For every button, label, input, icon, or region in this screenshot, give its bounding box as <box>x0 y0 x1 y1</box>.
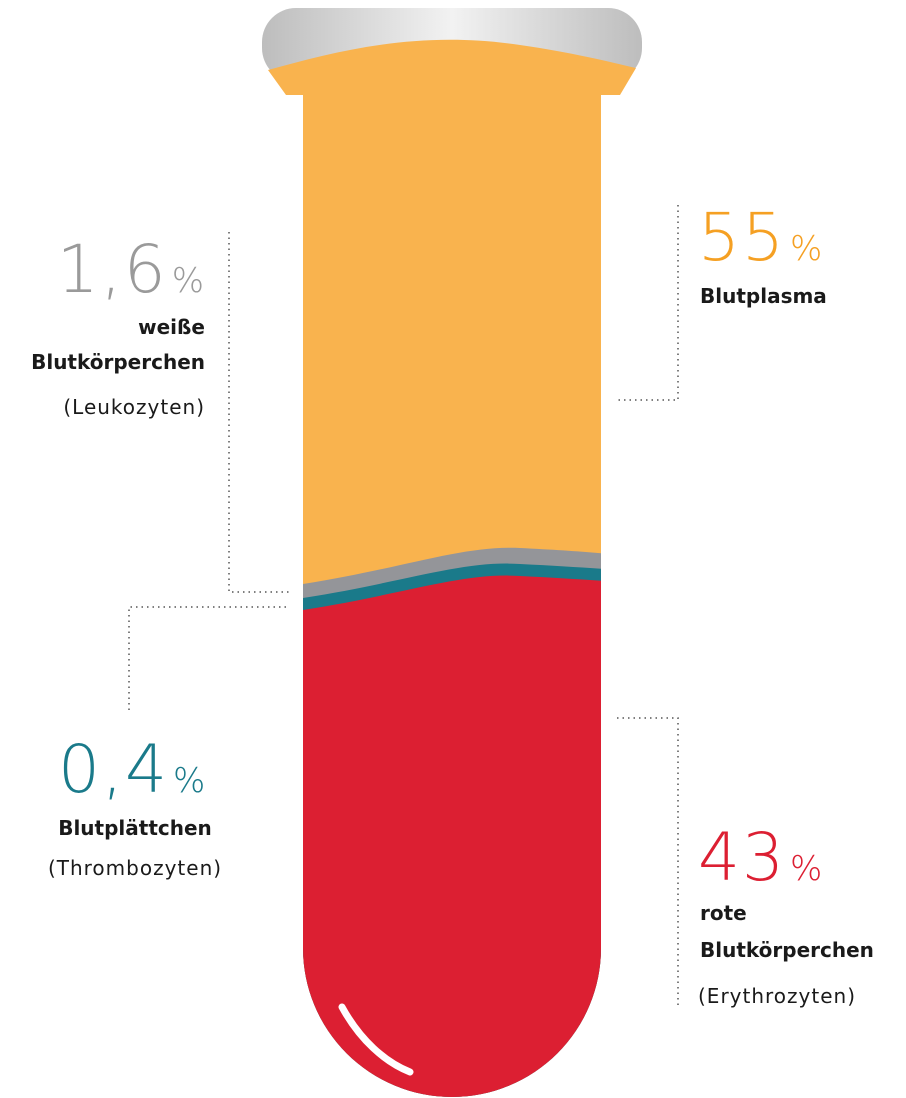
percentage: 55% <box>698 199 822 276</box>
number: 1,6 <box>57 231 168 308</box>
unit: % <box>790 229 822 269</box>
label-erythrocytes: 43% rote Blutkörperchen (Erythrozyten) <box>698 819 874 1008</box>
label-note: (Thrombozyten) <box>48 856 222 880</box>
unit: % <box>173 761 205 801</box>
unit: % <box>172 261 204 301</box>
label-platelets: 0,4% Blutplättchen (Thrombozyten) <box>48 731 222 880</box>
leader-line <box>129 607 290 710</box>
number: 55 <box>698 199 786 276</box>
test-tube <box>262 8 642 1098</box>
unit: % <box>790 849 822 889</box>
label-plasma: 55% Blutplasma <box>698 199 827 308</box>
label-line: Blutplasma <box>700 284 827 308</box>
label-line: rote <box>700 901 747 925</box>
percentage: 1,6% <box>57 231 204 308</box>
erythrocyte-layer <box>290 576 620 1098</box>
leader-line <box>617 205 678 400</box>
leader-line <box>229 232 290 592</box>
number: 43 <box>698 819 786 896</box>
label-note: (Leukozyten) <box>63 395 205 419</box>
infographic: 55% Blutplasma 1,6% weiße Blutkörperchen… <box>0 0 906 1098</box>
label-leukocytes: 1,6% weiße Blutkörperchen (Leukozyten) <box>31 231 205 419</box>
label-line: Blutplättchen <box>58 816 212 840</box>
label-note: (Erythrozyten) <box>698 984 856 1008</box>
percentage: 0,4% <box>58 731 205 808</box>
label-line: Blutkörperchen <box>31 350 205 374</box>
label-line: weiße <box>138 315 205 339</box>
leader-line <box>617 718 678 1005</box>
label-line: Blutkörperchen <box>700 938 874 962</box>
number: 0,4 <box>58 731 169 808</box>
percentage: 43% <box>698 819 822 896</box>
